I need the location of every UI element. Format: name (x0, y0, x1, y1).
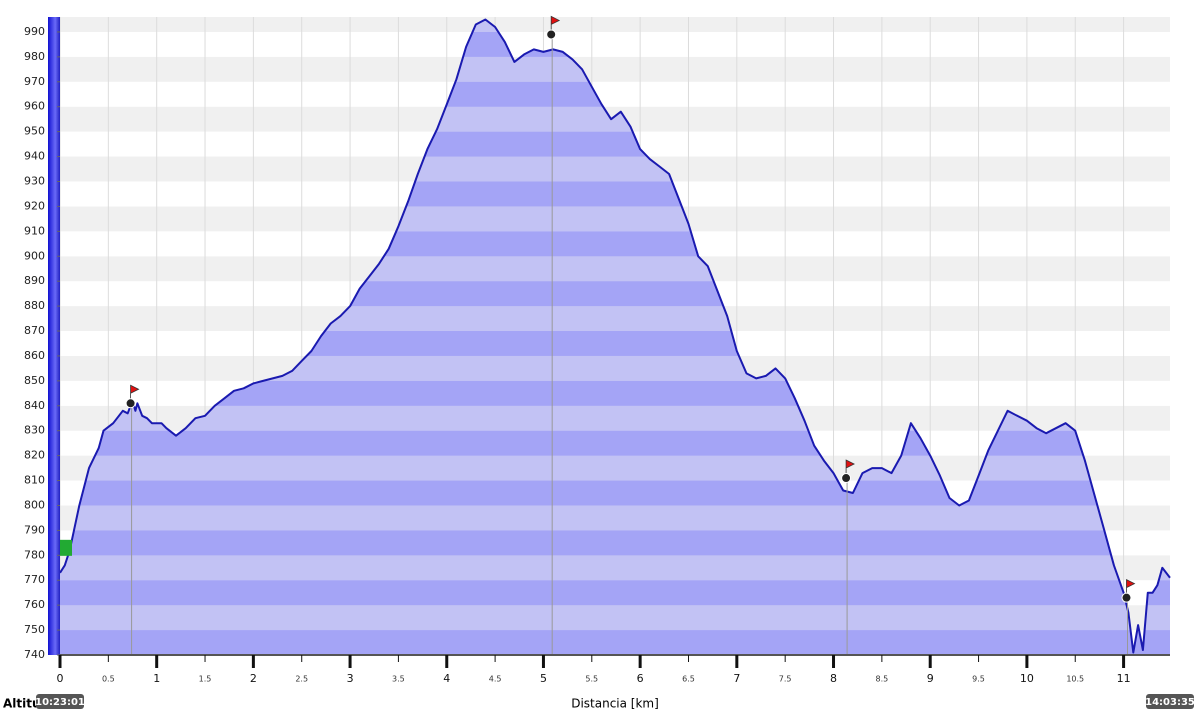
y-tick-label: 850 (24, 374, 45, 387)
y-tick-label: 840 (24, 399, 45, 412)
waypoint (841, 473, 852, 484)
waypoint-flag (130, 384, 140, 400)
start-marker (60, 539, 72, 556)
x-tick-label: 2 (250, 672, 257, 685)
y-tick-label: 990 (24, 25, 45, 38)
x-tick-label: 3 (347, 672, 354, 685)
y-tick-label: 900 (24, 249, 45, 262)
time-label: 14:03:35 (1145, 697, 1195, 708)
area-band (60, 580, 1170, 606)
area-band (60, 455, 1170, 481)
y-axis-label: Altitu (3, 697, 41, 711)
y-tick-label: 760 (24, 598, 45, 611)
y-tick-label: 740 (24, 648, 45, 661)
y-tick-label: 950 (24, 125, 45, 138)
x-axis-label: Distancia [km] (571, 697, 659, 711)
x-tick-label: 9 (927, 672, 934, 685)
x-tick-label: 0.5 (102, 675, 115, 684)
x-tick-label: 8 (830, 672, 837, 685)
y-tick-label: 910 (24, 224, 45, 237)
y-tick-label: 930 (24, 174, 45, 187)
y-tick-label: 800 (24, 498, 45, 511)
y-axis-bar (48, 17, 60, 655)
y-tick-label: 770 (24, 573, 45, 586)
x-tick-label: 1 (153, 672, 160, 685)
y-tick-label: 890 (24, 274, 45, 287)
area-band (60, 530, 1170, 556)
time-label: 10:23:01 (35, 697, 85, 708)
waypoint (125, 398, 136, 409)
y-tick-label: 920 (24, 199, 45, 212)
y-tick-label: 960 (24, 100, 45, 113)
y-tick-label: 980 (24, 50, 45, 63)
y-tick-label: 870 (24, 324, 45, 337)
x-tick-label: 7 (733, 672, 740, 685)
y-tick-label: 810 (24, 474, 45, 487)
x-tick-label: 6.5 (682, 675, 695, 684)
y-tick-label: 790 (24, 523, 45, 536)
waypoint (546, 29, 557, 40)
grid-band (60, 56, 1170, 82)
waypoint-flag (845, 459, 855, 475)
x-tick-label: 2.5 (295, 675, 308, 684)
y-tick-label: 750 (24, 623, 45, 636)
x-tick-label: 10.5 (1066, 675, 1084, 684)
area-band (60, 630, 1170, 655)
x-tick-label: 7.5 (779, 675, 792, 684)
area-band (60, 505, 1170, 531)
y-tick-label: 820 (24, 449, 45, 462)
y-tick-label: 970 (24, 75, 45, 88)
x-tick-label: 6 (637, 672, 644, 685)
y-tick-label: 780 (24, 548, 45, 561)
x-tick-label: 4.5 (489, 675, 502, 684)
x-tick-label: 4 (443, 672, 450, 685)
waypoint-flag (550, 15, 561, 31)
x-tick-label: 8.5 (875, 675, 888, 684)
x-tick-label: 0 (57, 672, 64, 685)
x-tick-label: 10 (1020, 672, 1034, 685)
x-tick-label: 11 (1117, 672, 1131, 685)
area-band (60, 555, 1170, 581)
x-tick-label: 9.5 (972, 675, 985, 684)
area-band (60, 430, 1170, 456)
x-tick-label: 3.5 (392, 675, 405, 684)
grid-band (60, 17, 1170, 32)
profile-line (59, 18, 1171, 654)
grid-band (60, 81, 1170, 107)
time-box (36, 694, 84, 709)
time-box (1146, 694, 1194, 709)
x-tick-label: 1.5 (199, 675, 212, 684)
x-tick-label: 5 (540, 672, 547, 685)
grid-band (60, 31, 1170, 57)
area-band (60, 605, 1170, 631)
y-tick-label: 830 (24, 424, 45, 437)
y-tick-label: 860 (24, 349, 45, 362)
y-tick-label: 940 (24, 150, 45, 163)
y-tick-label: 880 (24, 299, 45, 312)
waypoint (1121, 592, 1132, 603)
x-tick-label: 5.5 (585, 675, 598, 684)
waypoint-flag (1126, 579, 1136, 594)
area-band (60, 480, 1170, 506)
